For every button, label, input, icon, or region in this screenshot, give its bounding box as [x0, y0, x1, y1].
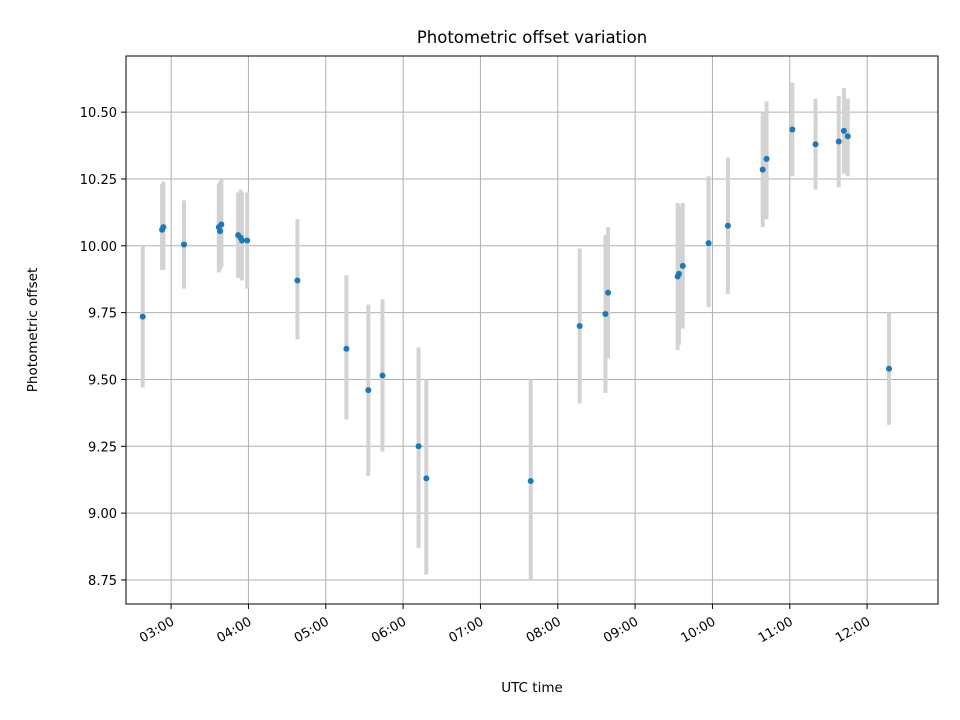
data-point	[679, 262, 686, 269]
data-point	[675, 270, 682, 277]
data-point	[217, 228, 224, 235]
data-point	[789, 126, 796, 133]
data-point	[602, 310, 609, 317]
data-point	[835, 138, 842, 145]
data-point	[527, 478, 534, 485]
data-point	[294, 277, 301, 284]
chart-title: Photometric offset variation	[417, 28, 647, 47]
data-point	[139, 313, 146, 320]
data-point	[181, 241, 187, 248]
plot-frame	[125, 55, 939, 605]
data-point	[379, 372, 386, 379]
y-tick-label: 9.00	[88, 507, 117, 522]
y-tick-label: 9.25	[88, 440, 117, 455]
data-point	[724, 222, 731, 229]
data-point	[423, 475, 430, 482]
data-point	[886, 365, 893, 372]
data-point	[415, 443, 422, 450]
data-point	[705, 240, 712, 247]
y-axis: 8.75 9.00 9.25 9.50 9.75 10.00 10.25 10.50	[80, 106, 126, 589]
y-tick-label: 8.75	[88, 574, 117, 589]
data-point	[605, 289, 612, 296]
data-point	[763, 155, 770, 162]
data-point	[239, 237, 245, 244]
y-tick-label: 10.50	[80, 106, 117, 121]
data-point	[576, 322, 583, 329]
y-axis-label: Photometric offset	[25, 268, 41, 392]
data-point	[365, 387, 372, 394]
y-tick-label: 9.75	[88, 307, 117, 322]
data-point	[218, 221, 225, 228]
data-point	[244, 237, 251, 244]
x-axis-label: UTC time	[501, 680, 563, 696]
y-tick-label: 9.50	[88, 373, 117, 388]
data-point	[812, 141, 819, 148]
data-point	[844, 133, 851, 140]
data-points	[139, 126, 893, 485]
data-point	[840, 127, 847, 134]
data-point	[160, 224, 167, 231]
data-point	[343, 345, 350, 352]
y-tick-label: 10.25	[80, 173, 117, 188]
data-point	[759, 166, 766, 173]
y-tick-label: 10.00	[80, 240, 117, 255]
